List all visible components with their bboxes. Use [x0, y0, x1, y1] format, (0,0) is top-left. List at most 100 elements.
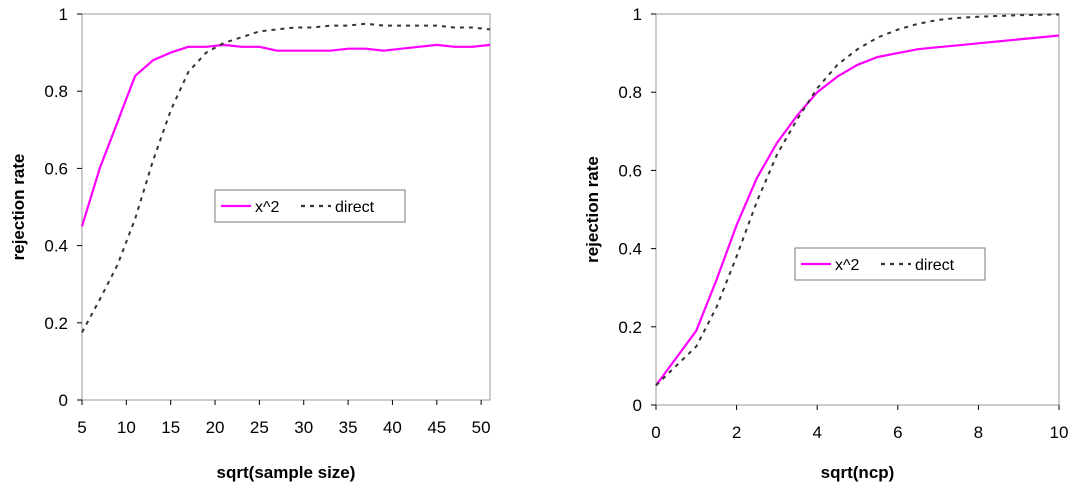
- legend-label: direct: [915, 257, 955, 274]
- data-point: [655, 384, 658, 387]
- x-tick-label: 20: [206, 418, 225, 437]
- y-tick-label: 1: [59, 5, 68, 24]
- x-tick-label: 10: [1050, 423, 1069, 442]
- data-point: [675, 357, 678, 360]
- data-point: [276, 28, 279, 31]
- data-point: [977, 15, 980, 18]
- data-point: [796, 118, 799, 121]
- x-tick-label: 40: [383, 418, 402, 437]
- data-point: [937, 46, 940, 49]
- data-point: [125, 97, 128, 100]
- y-tick-label: 0.8: [44, 82, 68, 101]
- data-point: [187, 70, 190, 73]
- data-point: [836, 75, 839, 78]
- data-point: [258, 45, 261, 48]
- data-point: [293, 49, 296, 52]
- data-point: [916, 48, 919, 51]
- data-point: [1017, 14, 1020, 17]
- data-point: [896, 52, 899, 55]
- data-point: [695, 345, 698, 348]
- y-axis-title: rejection rate: [583, 156, 602, 263]
- data-point: [134, 74, 137, 77]
- data-point: [997, 14, 1000, 17]
- data-point: [81, 225, 84, 228]
- series-line-direct: [655, 13, 1060, 387]
- x-tick-label: 2: [732, 423, 741, 442]
- data-point: [816, 91, 819, 94]
- data-point: [715, 278, 718, 281]
- data-point: [997, 40, 1000, 43]
- legend-label: direct: [335, 199, 375, 216]
- data-point: [1058, 13, 1061, 16]
- data-point: [222, 41, 225, 44]
- y-tick-label: 0.6: [618, 161, 642, 180]
- data-point: [400, 47, 403, 50]
- data-point: [755, 177, 758, 180]
- data-point: [735, 255, 738, 258]
- data-point: [836, 63, 839, 66]
- data-point: [1037, 13, 1040, 16]
- data-point: [816, 87, 819, 90]
- data-point: [435, 43, 438, 46]
- data-point: [876, 56, 879, 59]
- y-tick-label: 0: [633, 396, 642, 415]
- data-point: [453, 45, 456, 48]
- data-point: [98, 167, 101, 170]
- y-tick-label: 0.8: [618, 83, 642, 102]
- data-point: [1017, 38, 1020, 41]
- data-point: [311, 49, 314, 52]
- data-point: [775, 153, 778, 156]
- data-point: [435, 24, 438, 27]
- data-point: [1058, 34, 1061, 37]
- data-point: [364, 22, 367, 25]
- x-tick-label: 4: [812, 423, 821, 442]
- series-line-x2: [80, 43, 491, 227]
- data-point: [311, 26, 314, 29]
- data-point: [276, 49, 279, 52]
- x-tick-label: 0: [651, 423, 660, 442]
- data-point: [116, 263, 119, 266]
- data-point: [856, 63, 859, 66]
- data-point: [418, 45, 421, 48]
- data-point: [695, 329, 698, 332]
- x-tick-label: 50: [472, 418, 491, 437]
- data-point: [116, 121, 119, 124]
- data-point: [151, 59, 154, 62]
- legend-label: x^2: [255, 199, 280, 216]
- data-point: [329, 24, 332, 27]
- data-point: [347, 24, 350, 27]
- x-tick-label: 5: [77, 418, 86, 437]
- data-point: [418, 24, 421, 27]
- data-point: [856, 48, 859, 51]
- data-point: [81, 331, 84, 334]
- x-tick-label: 30: [294, 418, 313, 437]
- y-tick-label: 0.4: [618, 240, 642, 259]
- data-point: [187, 45, 190, 48]
- y-tick-label: 0.2: [44, 314, 68, 333]
- data-point: [755, 200, 758, 203]
- data-point: [876, 36, 879, 39]
- chart-2: 00.20.40.60.810 2 4 6 8 10sqrt(ncp)rejection …: [583, 5, 1068, 482]
- data-point: [134, 217, 137, 220]
- data-point: [775, 142, 778, 145]
- legend-label: x^2: [835, 257, 860, 274]
- data-point: [364, 47, 367, 50]
- data-point: [240, 45, 243, 48]
- chart-1: 00.20.40.60.815 10 15 20 25 30 35 40 45 50sqrt(sa…: [9, 5, 492, 482]
- y-tick-label: 0.6: [44, 159, 68, 178]
- y-tick-label: 0: [59, 391, 68, 410]
- data-point: [169, 109, 172, 112]
- data-point: [347, 47, 350, 50]
- data-point: [977, 42, 980, 45]
- data-point: [258, 30, 261, 33]
- y-axis-title: rejection rate: [9, 154, 28, 261]
- data-point: [489, 43, 492, 46]
- x-tick-label: 45: [427, 418, 446, 437]
- x-tick-label: 8: [974, 423, 983, 442]
- x-tick-label: 25: [250, 418, 269, 437]
- data-point: [957, 16, 960, 19]
- data-point: [453, 26, 456, 29]
- data-point: [471, 45, 474, 48]
- data-point: [957, 44, 960, 47]
